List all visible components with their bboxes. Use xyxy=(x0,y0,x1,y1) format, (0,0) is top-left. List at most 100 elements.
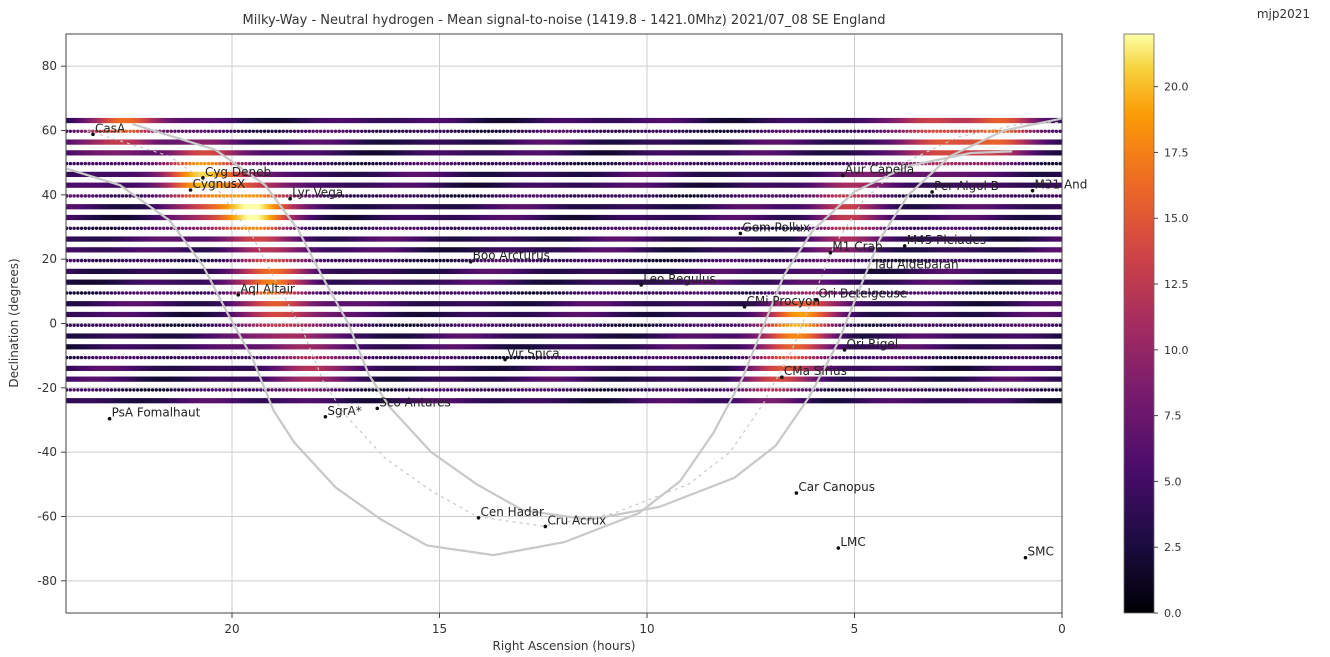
survey-point xyxy=(132,291,135,294)
survey-point xyxy=(177,356,180,359)
survey-point xyxy=(196,356,199,359)
survey-point xyxy=(453,324,456,327)
survey-point xyxy=(924,324,927,327)
survey-point xyxy=(722,324,725,327)
survey-point xyxy=(353,324,356,327)
survey-point xyxy=(943,291,946,294)
survey-point xyxy=(651,388,654,391)
survey-point xyxy=(330,356,333,359)
survey-point xyxy=(857,324,860,327)
survey-point xyxy=(752,356,755,359)
survey-point xyxy=(760,356,763,359)
survey-point xyxy=(263,356,266,359)
survey-point xyxy=(961,356,964,359)
survey-point xyxy=(633,324,636,327)
survey-point xyxy=(793,324,796,327)
survey-point xyxy=(898,356,901,359)
survey-point xyxy=(715,324,718,327)
survey-point xyxy=(920,388,923,391)
survey-point xyxy=(468,388,471,391)
survey-point xyxy=(423,356,426,359)
survey-point xyxy=(304,291,307,294)
survey-point xyxy=(756,356,759,359)
survey-point xyxy=(984,291,987,294)
survey-point xyxy=(274,324,277,327)
survey-point xyxy=(311,388,314,391)
survey-point xyxy=(173,324,176,327)
survey-point xyxy=(625,291,628,294)
survey-point xyxy=(1006,291,1009,294)
survey-point xyxy=(315,388,318,391)
survey-point xyxy=(222,324,225,327)
survey-point xyxy=(427,356,430,359)
survey-point xyxy=(995,388,998,391)
survey-point xyxy=(304,388,307,391)
survey-point xyxy=(259,356,262,359)
survey-point xyxy=(1010,324,1013,327)
survey-point xyxy=(711,291,714,294)
survey-point xyxy=(767,324,770,327)
survey-point xyxy=(420,291,423,294)
survey-point xyxy=(345,356,348,359)
survey-point xyxy=(853,388,856,391)
survey-point xyxy=(920,356,923,359)
survey-point xyxy=(121,356,124,359)
survey-point xyxy=(1002,388,1005,391)
survey-point xyxy=(375,324,378,327)
survey-point xyxy=(173,388,176,391)
survey-point xyxy=(536,324,539,327)
survey-point xyxy=(973,388,976,391)
survey-point xyxy=(636,291,639,294)
survey-point xyxy=(412,356,415,359)
survey-point xyxy=(263,324,266,327)
survey-point xyxy=(237,388,240,391)
survey-point xyxy=(670,356,673,359)
survey-point xyxy=(222,388,225,391)
survey-point xyxy=(494,324,497,327)
survey-point xyxy=(304,324,307,327)
survey-point xyxy=(356,291,359,294)
survey-point xyxy=(468,356,471,359)
survey-point xyxy=(285,388,288,391)
survey-point xyxy=(427,291,430,294)
survey-point xyxy=(296,291,299,294)
survey-point xyxy=(640,324,643,327)
survey-point xyxy=(603,356,606,359)
survey-point xyxy=(222,356,225,359)
survey-point xyxy=(99,356,102,359)
survey-point xyxy=(117,388,120,391)
survey-point xyxy=(584,356,587,359)
survey-point xyxy=(427,388,430,391)
survey-point xyxy=(506,291,509,294)
survey-point xyxy=(173,356,176,359)
survey-point xyxy=(65,291,68,294)
survey-point xyxy=(577,324,580,327)
survey-point xyxy=(984,356,987,359)
survey-point xyxy=(207,324,210,327)
survey-point xyxy=(954,291,957,294)
survey-point xyxy=(274,356,277,359)
survey-point xyxy=(606,388,609,391)
survey-point xyxy=(453,291,456,294)
survey-point xyxy=(166,324,169,327)
survey-point xyxy=(412,291,415,294)
survey-point xyxy=(692,291,695,294)
survey-point xyxy=(621,324,624,327)
survey-point xyxy=(614,324,617,327)
survey-point xyxy=(143,356,146,359)
survey-point xyxy=(1010,388,1013,391)
survey-point xyxy=(565,356,568,359)
survey-point xyxy=(106,291,109,294)
survey-point xyxy=(752,388,755,391)
survey-point xyxy=(536,388,539,391)
survey-point xyxy=(640,291,643,294)
survey-point xyxy=(345,388,348,391)
survey-point xyxy=(240,356,243,359)
survey-point xyxy=(532,324,535,327)
survey-point xyxy=(532,388,535,391)
survey-point xyxy=(786,324,789,327)
survey-point xyxy=(143,388,146,391)
survey-point xyxy=(367,356,370,359)
survey-point xyxy=(394,324,397,327)
survey-point xyxy=(76,388,79,391)
